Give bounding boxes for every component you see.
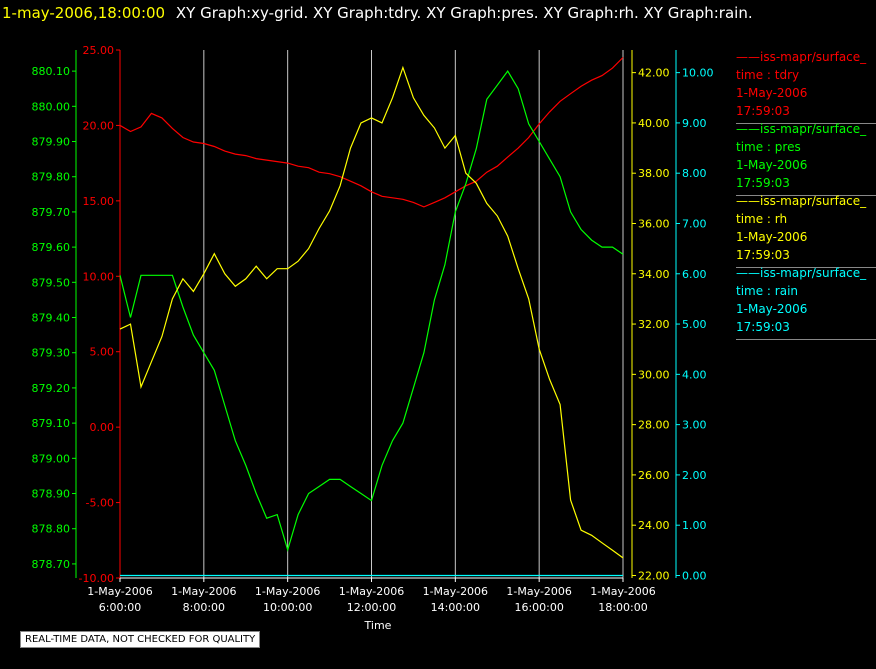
tick-label-rh-10: 42.00 [638, 67, 670, 80]
x-tick-date-2: 1-May-2006 [255, 585, 320, 598]
x-tick-time-0: 6:00:00 [99, 601, 141, 614]
x-tick-labels: 1-May-2006 6:00:00 1-May-2006 8:00:00 1-May-… [87, 578, 656, 614]
tick-label-rh-8: 38.00 [638, 167, 670, 180]
legend-entry-1: ——iss-mapr/surface_time : pres 1-May-2006… [736, 120, 876, 196]
tick-label-tdry-6: 20.00 [83, 119, 115, 132]
legend-variable: time : rh [736, 212, 788, 226]
tick-label-tdry-5: 15.00 [83, 195, 115, 208]
legend-separator [736, 123, 876, 124]
legend-separator [736, 195, 876, 196]
tick-label-pres-2: 878.90 [32, 488, 71, 501]
tick-label-pres-12: 879.90 [32, 136, 71, 149]
tick-label-tdry-7: 25.00 [83, 44, 115, 57]
legend-entry-2: ——iss-mapr/surface_time : rh 1-May-2006 17… [736, 192, 876, 268]
tick-label-pres-6: 879.30 [32, 347, 71, 360]
series-line-pres [119, 70, 624, 552]
tick-label-tdry-1: -5.00 [86, 497, 114, 510]
legend-separator [736, 339, 876, 340]
legend-source-name: ——iss-mapr/surface_ [736, 122, 867, 136]
tick-label-pres-4: 879.10 [32, 417, 71, 430]
tick-label-rain-3: 3.00 [682, 419, 707, 432]
tick-label-tdry-0: -10.00 [79, 572, 114, 585]
tick-label-rh-0: 22.00 [638, 569, 670, 582]
series-line-tdry [119, 57, 624, 208]
tick-label-pres-5: 879.20 [32, 382, 71, 395]
x-tick-time-5: 16:00:00 [514, 601, 563, 614]
tick-label-pres-13: 880.00 [32, 100, 71, 113]
tick-label-pres-3: 879.00 [32, 452, 71, 465]
x-axis-title: Time [364, 619, 392, 632]
tick-label-pres-1: 878.80 [32, 523, 71, 536]
x-tick-time-4: 14:00:00 [431, 601, 480, 614]
axes: -10.00 -5.00 0.00 5.00 10.00 15.00 20.00 25.00 8… [32, 44, 714, 585]
tick-label-pres-14: 880.10 [32, 65, 71, 78]
x-tick-time-1: 8:00:00 [183, 601, 225, 614]
tick-label-rh-5: 32.00 [638, 318, 670, 331]
tick-label-tdry-2: 0.00 [90, 421, 115, 434]
series-line-rh [119, 65, 624, 559]
graph-timestamp: 1-may-2006,18:00:00 [2, 4, 166, 22]
legend-source-name: ——iss-mapr/surface_ [736, 50, 867, 64]
legend-entry-0: ——iss-mapr/surface_time : tdry 1-May-2006… [736, 48, 876, 124]
x-tick-time-6: 18:00:00 [598, 601, 647, 614]
graph-title: XY Graph:xy-grid. XY Graph:tdry. XY Grap… [175, 4, 753, 22]
tick-label-rain-10: 10.00 [682, 67, 714, 80]
legend-source-name: ——iss-mapr/surface_ [736, 194, 867, 208]
tick-label-pres-0: 878.70 [32, 558, 71, 571]
series-lines [119, 57, 624, 577]
legend-variable: time : pres [736, 140, 801, 154]
legend-separator [736, 267, 876, 268]
legend-date: 1-May-2006 [736, 86, 808, 100]
legend-date: 1-May-2006 [736, 230, 808, 244]
x-tick-date-4: 1-May-2006 [423, 585, 488, 598]
tick-label-tdry-4: 10.00 [83, 270, 115, 283]
x-tick-date-3: 1-May-2006 [339, 585, 404, 598]
legend-variable: time : rain [736, 284, 799, 298]
tick-label-rh-4: 30.00 [638, 368, 670, 381]
legend-time: 17:59:03 [736, 320, 790, 334]
tick-label-tdry-3: 5.00 [90, 346, 115, 359]
tick-label-rain-0: 0.00 [682, 569, 707, 582]
tick-label-pres-9: 879.60 [32, 241, 71, 254]
tick-label-rh-3: 28.00 [638, 419, 670, 432]
tick-label-pres-11: 879.80 [32, 171, 71, 184]
tick-label-rain-2: 2.00 [682, 469, 707, 482]
tick-label-rain-8: 8.00 [682, 167, 707, 180]
legend-time: 17:59:03 [736, 248, 790, 262]
tick-label-pres-8: 879.50 [32, 276, 71, 289]
tick-label-rh-1: 24.00 [638, 519, 670, 532]
x-tick-date-5: 1-May-2006 [506, 585, 571, 598]
x-tick-date-1: 1-May-2006 [171, 585, 236, 598]
tick-label-pres-7: 879.40 [32, 312, 71, 325]
tick-label-rain-5: 5.00 [682, 318, 707, 331]
graph-header: 1-may-2006,18:00:00 XY Graph:xy-grid. XY… [2, 4, 753, 22]
legend-time: 17:59:03 [736, 104, 790, 118]
legend-time: 17:59:03 [736, 176, 790, 190]
tick-label-rh-7: 36.00 [638, 217, 670, 230]
tick-label-rain-1: 1.00 [682, 519, 707, 532]
x-tick-date-6: 1-May-2006 [590, 585, 655, 598]
data-quality-note: REAL-TIME DATA, NOT CHECKED FOR QUALITY [20, 631, 261, 648]
x-tick-time-2: 10:00:00 [263, 601, 312, 614]
legend-variable: time : tdry [736, 68, 800, 82]
tick-label-rh-6: 34.00 [638, 268, 670, 281]
x-tick-date-0: 1-May-2006 [87, 585, 152, 598]
legend-entry-3: ——iss-mapr/surface_time : rain 1-May-2006… [736, 264, 876, 340]
tick-label-rain-9: 9.00 [682, 117, 707, 130]
x-tick-time-3: 12:00:00 [347, 601, 396, 614]
tick-label-rain-4: 4.00 [682, 368, 707, 381]
tick-label-rain-6: 6.00 [682, 268, 707, 281]
tick-label-rh-9: 40.00 [638, 117, 670, 130]
tick-label-pres-10: 879.70 [32, 206, 71, 219]
legend-source-name: ——iss-mapr/surface_ [736, 266, 867, 280]
legend-date: 1-May-2006 [736, 302, 808, 316]
legend-date: 1-May-2006 [736, 158, 808, 172]
tick-label-rh-2: 26.00 [638, 469, 670, 482]
tick-label-rain-7: 7.00 [682, 217, 707, 230]
